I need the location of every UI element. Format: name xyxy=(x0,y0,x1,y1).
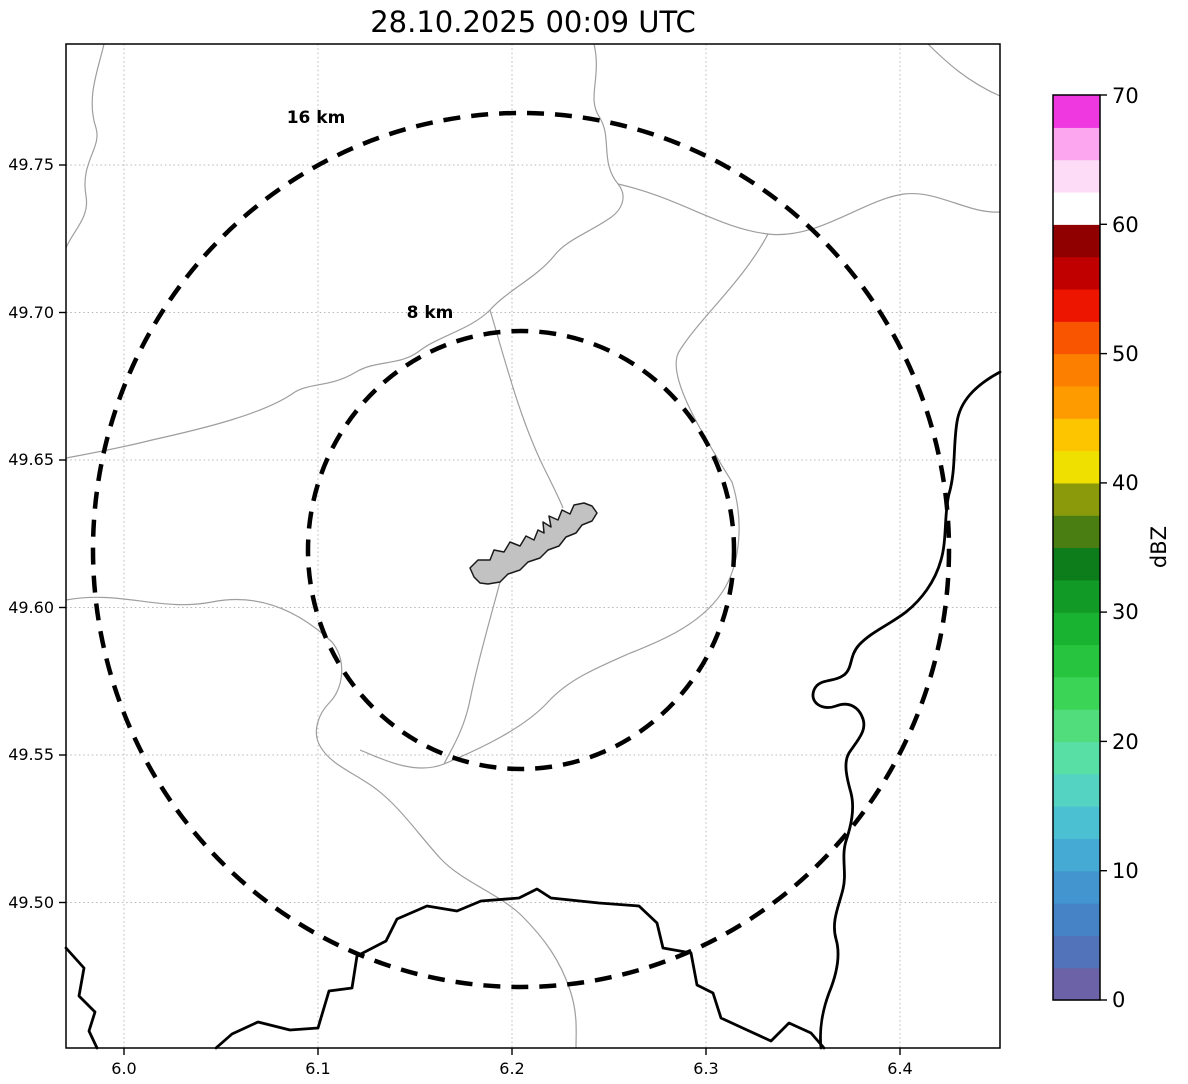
city-boundary-polygon xyxy=(469,502,598,585)
colorbar-frame xyxy=(1052,94,1101,1001)
admin-boundaries xyxy=(65,43,1001,1049)
colorbar-band xyxy=(1053,935,1100,969)
colorbar-ticks xyxy=(1100,94,1107,1001)
colorbar-tick-label: 10 xyxy=(1112,859,1139,883)
colorbar-tick-label: 50 xyxy=(1112,342,1139,366)
colorbar-tick-label: 70 xyxy=(1112,84,1139,108)
national-borders xyxy=(64,370,1002,1050)
range-ring-8km xyxy=(305,328,737,772)
colorbar-band xyxy=(1053,95,1100,128)
x-tick-label: 6.2 xyxy=(499,1059,524,1078)
colorbar-band xyxy=(1053,450,1100,484)
colorbar-tick-label: 0 xyxy=(1112,988,1125,1012)
colorbar-band xyxy=(1053,256,1100,290)
colorbar-band xyxy=(1053,224,1100,258)
y-tick-label: 49.70 xyxy=(8,303,54,322)
colorbar-band xyxy=(1053,482,1100,516)
border-east xyxy=(811,370,1002,1050)
y-tick-label: 49.60 xyxy=(8,598,54,617)
admin-boundary-line xyxy=(443,581,501,765)
colorbar-tick-labels: 0 10 20 30 40 50 60 70 xyxy=(1112,84,1139,1012)
colorbar-tick-label: 30 xyxy=(1112,600,1139,624)
range-ring-16km-label: 16 km xyxy=(287,108,346,128)
x-tick-label: 6.3 xyxy=(693,1059,718,1078)
colorbar-band xyxy=(1053,159,1100,193)
colorbar-band xyxy=(1053,547,1100,581)
colorbar-band xyxy=(1053,709,1100,743)
colorbar-tick-label: 20 xyxy=(1112,730,1139,754)
grid xyxy=(66,44,1000,1048)
colorbar-band xyxy=(1053,288,1100,322)
colorbar-bands xyxy=(1053,95,1100,1001)
admin-boundary-line xyxy=(359,233,769,769)
y-tick-label: 49.50 xyxy=(8,893,54,912)
y-tick-label: 49.65 xyxy=(8,450,54,469)
admin-boundary-line xyxy=(65,43,105,249)
range-ring-16km xyxy=(90,110,952,990)
colorbar-tick-label: 40 xyxy=(1112,471,1139,495)
colorbar-band xyxy=(1053,903,1100,936)
border-south xyxy=(214,887,826,1050)
colorbar-band xyxy=(1053,967,1100,1001)
admin-boundary-line xyxy=(65,43,624,459)
colorbar-band xyxy=(1053,741,1100,775)
colorbar-band xyxy=(1053,321,1100,355)
y-tick-label: 49.55 xyxy=(8,745,54,764)
admin-boundary-line xyxy=(489,309,564,509)
range-rings: 16 km 8 km xyxy=(90,108,952,990)
axes-frame xyxy=(65,43,1001,1049)
colorbar-band xyxy=(1053,127,1100,161)
colorbar-band xyxy=(1053,806,1100,839)
y-axis: 49.75 49.70 49.65 49.60 49.55 49.50 xyxy=(8,155,66,912)
colorbar: 0 10 20 30 40 50 60 70 dBZ xyxy=(1052,84,1171,1012)
border-southwest xyxy=(64,946,99,1050)
colorbar-band xyxy=(1053,353,1100,387)
y-tick-label: 49.75 xyxy=(8,155,54,174)
colorbar-band xyxy=(1053,676,1100,710)
colorbar-band xyxy=(1053,838,1100,872)
colorbar-band xyxy=(1053,418,1100,452)
colorbar-band xyxy=(1053,515,1100,549)
colorbar-band xyxy=(1053,191,1100,225)
colorbar-band xyxy=(1053,612,1100,646)
x-tick-label: 6.0 xyxy=(111,1059,136,1078)
admin-boundary-line xyxy=(65,596,577,1049)
admin-boundary-line xyxy=(617,183,1001,236)
x-axis: 6.0 6.1 6.2 6.3 6.4 xyxy=(111,1048,913,1078)
colorbar-band xyxy=(1053,644,1100,678)
colorbar-band xyxy=(1053,870,1100,904)
colorbar-band xyxy=(1053,773,1100,807)
figure-title: 28.10.2025 00:09 UTC xyxy=(370,5,696,39)
x-tick-label: 6.1 xyxy=(305,1059,330,1078)
colorbar-band xyxy=(1053,579,1100,613)
admin-boundary-line xyxy=(927,43,1001,97)
x-tick-label: 6.4 xyxy=(887,1059,912,1078)
range-ring-8km-label: 8 km xyxy=(407,303,454,323)
colorbar-axis-label: dBZ xyxy=(1147,526,1171,568)
colorbar-tick-label: 60 xyxy=(1112,213,1139,237)
colorbar-band xyxy=(1053,385,1100,419)
